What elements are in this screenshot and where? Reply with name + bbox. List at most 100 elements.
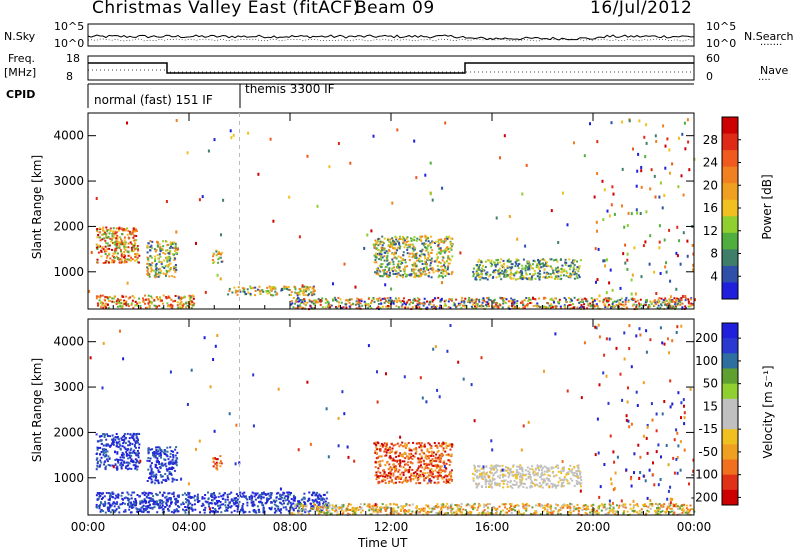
heatmap-cell <box>149 255 152 258</box>
heatmap-cell <box>241 507 244 510</box>
heatmap-cell <box>411 264 414 266</box>
heatmap-cell <box>395 270 398 273</box>
heatmap-cell <box>301 284 304 288</box>
heatmap-cell <box>542 478 545 481</box>
heatmap-cell <box>529 475 532 478</box>
heatmap-cell <box>96 492 99 494</box>
heatmap-cell <box>475 307 477 310</box>
heatmap-cell <box>212 253 215 256</box>
heatmap-cell <box>378 237 381 240</box>
heatmap-cell <box>147 258 149 261</box>
heatmap-cell <box>298 291 301 294</box>
heatmap-cell <box>620 297 623 300</box>
heatmap-cell <box>417 467 420 470</box>
heatmap-cell <box>474 465 476 468</box>
heatmap-cell <box>384 283 387 287</box>
heatmap-cell <box>488 275 491 278</box>
heatmap-cell <box>514 278 517 281</box>
heatmap-cell <box>123 303 126 305</box>
heatmap-cell <box>109 257 112 260</box>
heatmap-cell <box>475 298 478 301</box>
heatmap-cell <box>530 278 533 281</box>
heatmap-cell <box>417 457 420 460</box>
heatmap-cell <box>176 499 179 502</box>
heatmap-cell <box>605 291 608 295</box>
heatmap-cell <box>580 485 582 488</box>
heatmap-cell <box>165 501 168 504</box>
heatmap-cell <box>158 304 161 307</box>
heatmap-cell <box>293 499 296 502</box>
heatmap-cell <box>401 305 404 308</box>
heatmap-cell <box>261 501 264 504</box>
heatmap-cell <box>498 482 501 485</box>
heatmap-cell <box>688 168 691 172</box>
heatmap-cell <box>490 480 493 483</box>
heatmap-cell <box>166 468 169 471</box>
heatmap-cell <box>585 298 588 301</box>
heatmap-cell <box>381 235 384 238</box>
heatmap-cell <box>426 306 429 309</box>
heatmap-cell <box>664 144 667 148</box>
heatmap-cell <box>151 448 154 451</box>
heatmap-cell <box>647 304 650 306</box>
heatmap-cell <box>507 471 509 474</box>
heatmap-cell <box>104 295 107 298</box>
heatmap-cell <box>380 275 383 278</box>
heatmap-cell <box>157 271 160 274</box>
heatmap-cell <box>563 297 566 299</box>
heatmap-cell <box>386 263 389 266</box>
heatmap-cell <box>111 442 114 445</box>
heatmap-cell <box>445 475 448 478</box>
heatmap-cell <box>306 500 309 503</box>
heatmap-cell <box>302 293 305 296</box>
heatmap-cell <box>415 256 418 259</box>
heatmap-cell <box>318 493 321 496</box>
heatmap-cell <box>220 462 223 465</box>
heatmap-cell <box>571 471 574 474</box>
heatmap-cell <box>562 274 565 277</box>
nave-label: Nave <box>760 64 789 77</box>
heatmap-cell <box>535 472 538 475</box>
heatmap-cell <box>378 455 381 458</box>
heatmap-cell <box>607 297 610 300</box>
heatmap-cell <box>111 300 114 303</box>
heatmap-cell <box>227 506 229 509</box>
heatmap-cell <box>356 297 359 300</box>
heatmap-cell <box>630 212 633 216</box>
heatmap-cell <box>177 495 180 498</box>
heatmap-cell <box>378 264 381 267</box>
heatmap-cell <box>122 295 125 298</box>
heatmap-cell <box>521 477 524 480</box>
heatmap-cell <box>504 273 507 276</box>
heatmap-cell <box>310 505 313 508</box>
heatmap-cell <box>174 244 177 247</box>
heatmap-cell <box>630 292 633 296</box>
heatmap-cell <box>235 500 238 503</box>
heatmap-cell <box>374 451 377 454</box>
heatmap-cell <box>546 482 549 485</box>
heatmap-cell <box>391 450 394 453</box>
heatmap-cell <box>476 264 479 266</box>
heatmap-cell <box>579 300 582 303</box>
heatmap-cell <box>165 495 168 498</box>
heatmap-cell <box>209 502 212 505</box>
heatmap-cell <box>155 446 158 449</box>
heatmap-cell <box>207 503 210 505</box>
heatmap-cell <box>375 474 378 477</box>
heatmap-cell <box>442 270 445 273</box>
heatmap-cell <box>162 252 165 254</box>
heatmap-cell <box>448 444 451 447</box>
heatmap-cell <box>438 242 441 245</box>
heatmap-cell <box>636 299 639 302</box>
heatmap-cell <box>211 506 214 509</box>
heatmap-cell <box>402 300 405 303</box>
heatmap-cell <box>546 271 548 274</box>
heatmap-cell <box>383 473 385 476</box>
heatmap-cell <box>155 450 158 453</box>
heatmap-cell <box>389 296 392 299</box>
heatmap-cell <box>166 256 169 260</box>
heatmap-cell <box>532 482 535 485</box>
heatmap-cell <box>152 454 154 457</box>
heatmap-cell <box>502 298 504 301</box>
heatmap-cell <box>568 258 571 261</box>
